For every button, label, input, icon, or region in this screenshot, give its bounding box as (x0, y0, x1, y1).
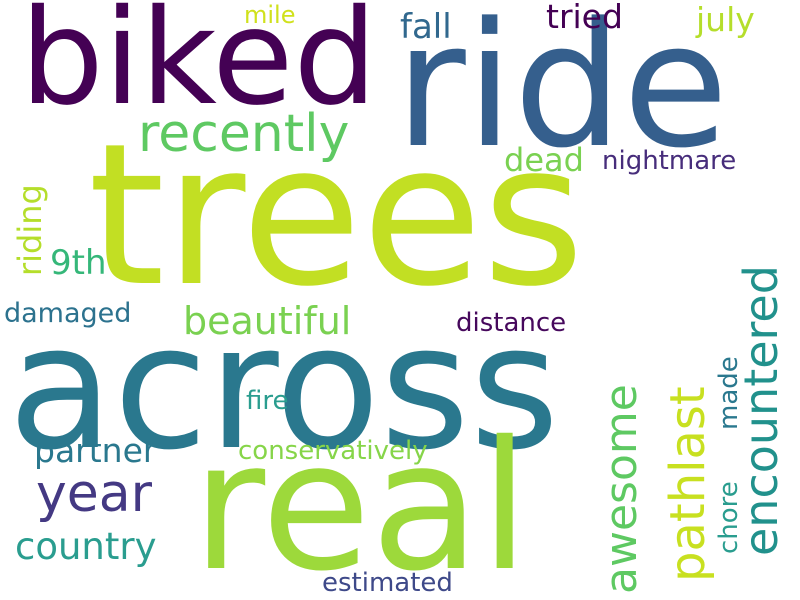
word-mile: mile (244, 1, 296, 29)
word-pathlast: pathlast (660, 386, 716, 582)
word-dead: dead (504, 141, 584, 179)
word-biked: biked (20, 0, 378, 135)
word-nightmare: nightmare (602, 146, 737, 176)
word-fall: fall (400, 7, 452, 47)
word-year: year (36, 464, 153, 524)
word-tried: tried (546, 0, 623, 36)
word-partner: partner (34, 431, 157, 470)
word-across: across (8, 287, 560, 488)
word-awesome: awesome (596, 384, 647, 594)
word-riding: riding (11, 184, 49, 276)
word-chore: chore (714, 481, 744, 554)
word-beautiful: beautiful (183, 299, 352, 343)
word-distance: distance (456, 308, 567, 338)
word-damaged: damaged (4, 298, 132, 329)
word-trees: trees (88, 102, 585, 330)
word-real: real (192, 403, 530, 600)
word-ride: ride (395, 0, 729, 186)
word-recently: recently (138, 104, 350, 164)
word-country: country (15, 525, 157, 568)
word-conservatively: conservatively (238, 436, 428, 466)
word-encountered: encountered (734, 265, 788, 556)
word-made: made (714, 356, 744, 430)
word-fire: fire (246, 386, 289, 416)
word-ninth: 9th (50, 243, 107, 283)
word-july: july (696, 0, 755, 39)
word-estimated: estimated (322, 568, 453, 598)
